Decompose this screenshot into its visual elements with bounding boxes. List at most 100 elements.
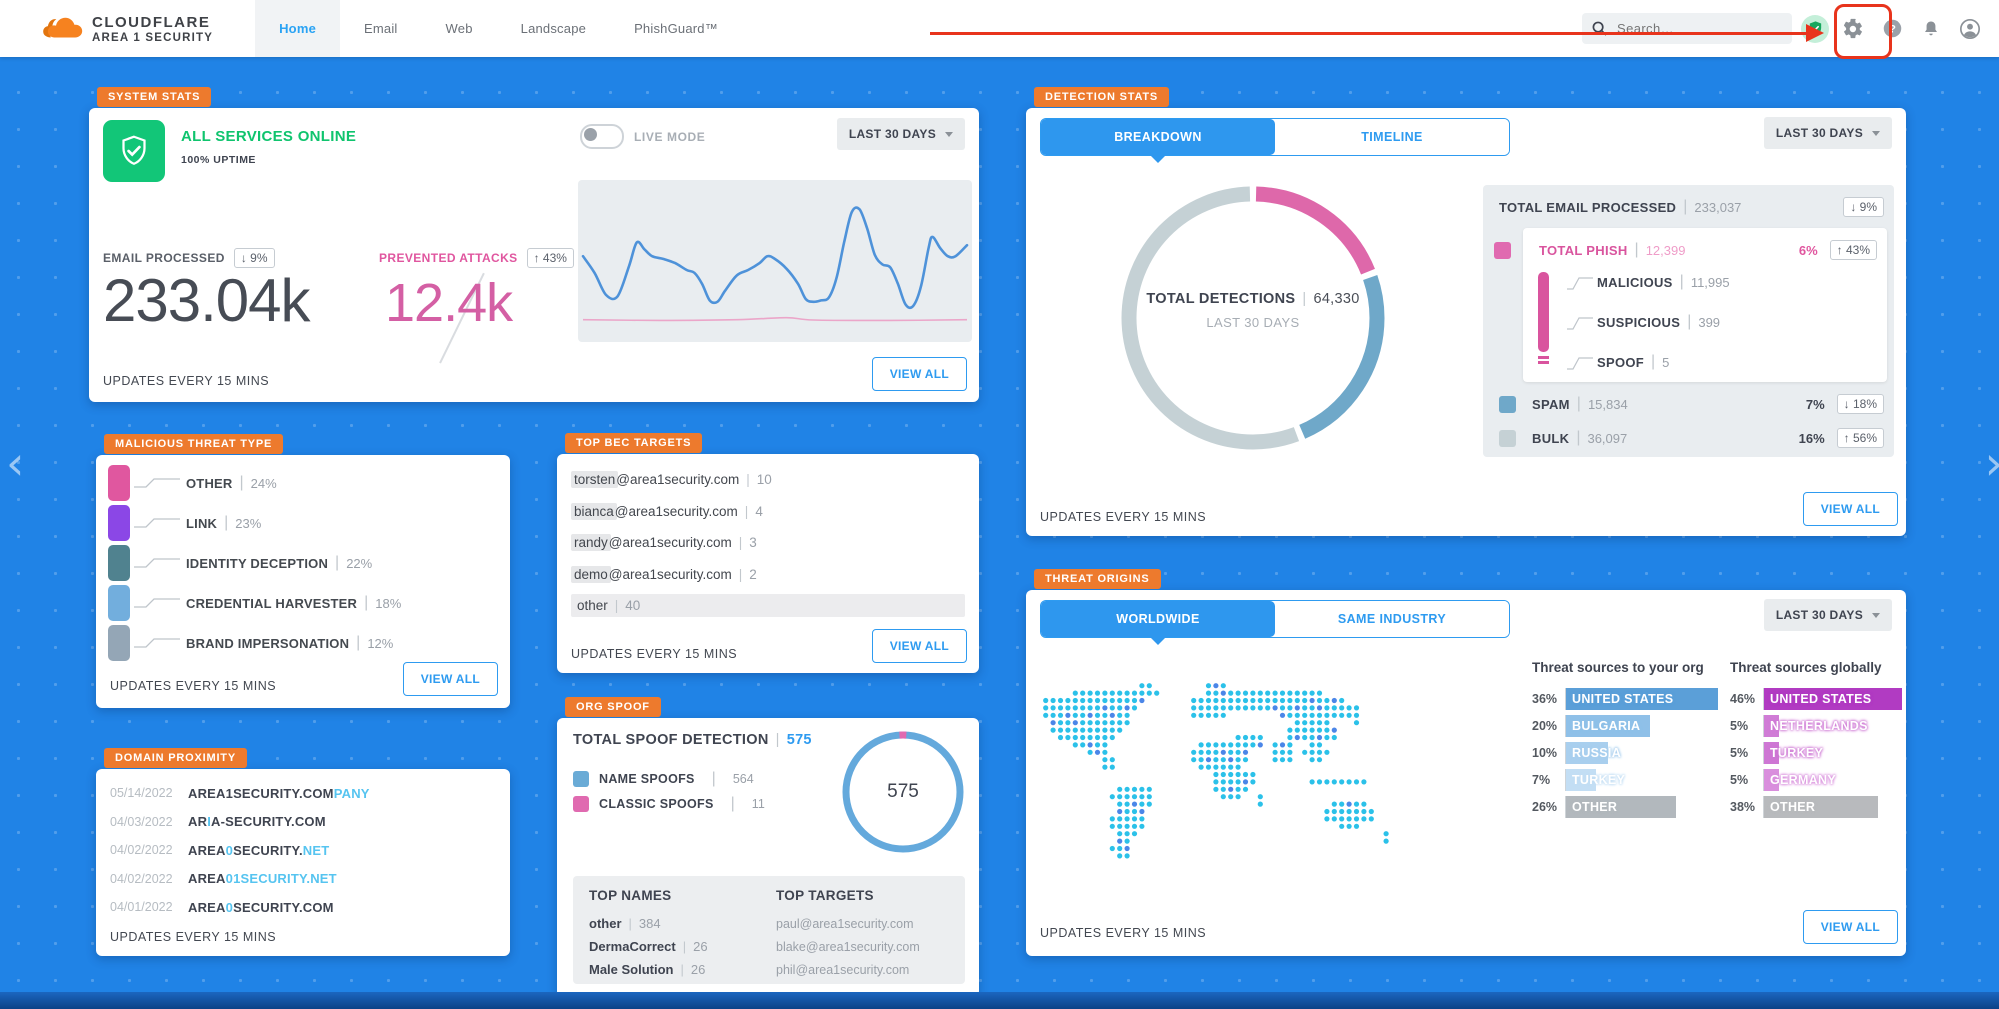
detections-donut-center: TOTAL DETECTIONS 64,330 LAST 30 DAYS	[1113, 170, 1393, 450]
phish-sub-label: SPOOF	[1597, 354, 1645, 370]
domain-row[interactable]: 04/01/2022 AREA0SECURITY.COM	[110, 893, 496, 922]
top-name-count: 384	[638, 916, 661, 931]
spoof-detection-total: 575	[786, 732, 812, 748]
threat-sources-global-table: Threat sources globally 46% UNITED STATES…	[1730, 660, 1902, 823]
bec-target-count: 3	[749, 535, 757, 551]
separator	[328, 554, 346, 572]
top-name-row: Male Solution 26	[589, 958, 776, 981]
domain-name: AREA0SECURITY.COM	[188, 900, 334, 915]
prevented-attacks-label: PREVENTED ATTACKS	[379, 251, 518, 265]
origin-bar-fill: RUSSIA	[1566, 742, 1621, 764]
user-avatar-icon[interactable]	[1955, 12, 1985, 46]
separator	[1680, 313, 1698, 331]
domain-row[interactable]: 04/03/2022 ARIA-SECURITY.COM	[110, 808, 496, 837]
origin-bar-row: 7% TURKEY	[1532, 769, 1718, 791]
nav-item-home[interactable]: Home	[255, 0, 341, 57]
date-range-value: LAST 30 DAYS	[1775, 608, 1863, 622]
legend-label: CLASSIC SPOOFS	[599, 796, 714, 811]
carousel-prev-icon[interactable]: ‹	[6, 436, 25, 490]
phish-color-chip	[1494, 242, 1511, 259]
threat-type-label: CREDENTIAL HARVESTER	[186, 595, 358, 611]
top-names-list: other 384 DermaCorrect 26 Male Solution 26	[589, 912, 776, 981]
bec-target-domain: @area1security.com	[608, 535, 732, 551]
connector-line	[134, 638, 180, 648]
origin-bar-row: 46% UNITED STATES	[1730, 688, 1902, 710]
threat-type-color-chip	[108, 505, 130, 541]
domain-date: 04/02/2022	[110, 871, 173, 886]
threat-type-label: OTHER	[186, 475, 233, 491]
updates-note: UPDATES EVERY 15 MINS	[571, 647, 738, 661]
topbar-right: ?	[1582, 12, 1985, 46]
domain-name: ARIA-SECURITY.COM	[188, 814, 326, 829]
help-icon[interactable]: ?	[1877, 12, 1907, 46]
primary-nav: Home Email Web Landscape PhishGuard™	[255, 0, 742, 57]
view-all-button[interactable]: VIEW ALL	[402, 662, 498, 696]
separator	[349, 634, 367, 652]
threat-type-pct: 22%	[346, 555, 373, 571]
origin-bar-pct: 5%	[1730, 719, 1749, 733]
origin-bar-pct: 5%	[1730, 746, 1749, 760]
origin-bar-fill: BULGARIA	[1566, 715, 1651, 737]
tab-worldwide[interactable]: WORLDWIDE	[1041, 601, 1275, 645]
threat-type-color-chip	[108, 585, 130, 621]
detection-tabs: BREAKDOWN TIMELINE	[1040, 118, 1510, 163]
origin-bar-fill: OTHER	[1764, 796, 1878, 818]
phish-breakdown-card: TOTAL PHISH 12,399 6% ↑ 43% MALICIOUS 11,…	[1523, 228, 1887, 382]
tab-timeline[interactable]: TIMELINE	[1275, 119, 1509, 155]
spoof-donut-chart: 575	[839, 728, 967, 856]
origin-bar-label: TURKEY	[1770, 746, 1824, 760]
threat-type-row: IDENTITY DECEPTION 22%	[108, 543, 498, 583]
updates-note: UPDATES EVERY 15 MINS	[110, 679, 277, 693]
origin-bar-fill: OTHER	[1566, 796, 1676, 818]
live-mode-label: LIVE MODE	[634, 129, 706, 144]
domain-row[interactable]: 04/02/2022 AREA01SECURITY.NET	[110, 865, 496, 894]
spoof-donut-value: 575	[887, 781, 919, 802]
settings-gear-icon[interactable]	[1838, 12, 1868, 46]
tab-breakdown[interactable]: BREAKDOWN	[1041, 119, 1275, 163]
view-all-button[interactable]: VIEW ALL	[1802, 910, 1898, 944]
updates-note: UPDATES EVERY 15 MINS	[103, 374, 270, 388]
nav-item-email[interactable]: Email	[364, 21, 398, 36]
live-mode-toggle[interactable]: LIVE MODE	[580, 124, 705, 149]
phish-bar-dash	[1538, 356, 1549, 359]
threat-sources-org-title: Threat sources to your org	[1532, 660, 1704, 675]
carousel-next-icon[interactable]: ›	[1985, 440, 1999, 486]
nav-item-landscape[interactable]: Landscape	[520, 21, 587, 36]
nav-item-web[interactable]: Web	[445, 21, 473, 36]
svg-text:?: ?	[1889, 23, 1896, 35]
domain-row[interactable]: 05/14/2022 AREA1SECURITY.COMPANY	[110, 779, 496, 808]
uptime-label: 100% UPTIME	[181, 154, 256, 166]
domain-proximity-tag: DOMAIN PROXIMITY	[104, 748, 247, 768]
bulk-label: BULK	[1532, 430, 1570, 446]
search-box[interactable]	[1582, 13, 1792, 44]
connector-line	[1567, 357, 1593, 370]
top-name-count: 26	[690, 962, 706, 977]
toggle-switch[interactable]	[580, 124, 624, 149]
threat-type-row: BRAND IMPERSONATION 12%	[108, 623, 498, 663]
view-all-button[interactable]: VIEW ALL	[1802, 492, 1898, 526]
domain-row[interactable]: 04/02/2022 AREA0SECURITY.NET	[110, 836, 496, 865]
connector-line	[1567, 277, 1593, 290]
nav-item-phishguard[interactable]: PhishGuard™	[634, 21, 718, 36]
legend-value: 564	[732, 771, 754, 786]
date-range-dropdown[interactable]: LAST 30 DAYS	[1763, 117, 1892, 149]
annotation-arrow-head	[1806, 24, 1824, 42]
threat-origins-tag: THREAT ORIGINS	[1034, 569, 1161, 589]
separator	[732, 535, 750, 550]
threat-type-label: LINK	[186, 515, 218, 531]
spam-pct: 7%	[1805, 396, 1825, 412]
notifications-bell-icon[interactable]	[1916, 12, 1946, 46]
threat-type-pct: 12%	[367, 635, 394, 651]
separator	[357, 594, 375, 612]
bec-target-count: 10	[756, 472, 772, 488]
tab-same-industry[interactable]: SAME INDUSTRY	[1275, 601, 1509, 637]
date-range-dropdown[interactable]: LAST 30 DAYS	[836, 118, 965, 150]
view-all-button[interactable]: VIEW ALL	[871, 357, 967, 391]
domain-part: AREA	[188, 899, 226, 915]
date-range-dropdown[interactable]: LAST 30 DAYS	[1763, 599, 1892, 631]
origin-bar-track: TURKEY	[1565, 769, 1718, 791]
view-all-button[interactable]: VIEW ALL	[871, 629, 967, 663]
date-range-value: LAST 30 DAYS	[848, 127, 936, 141]
total-phish-label: TOTAL PHISH	[1539, 242, 1628, 258]
separator	[674, 962, 691, 977]
